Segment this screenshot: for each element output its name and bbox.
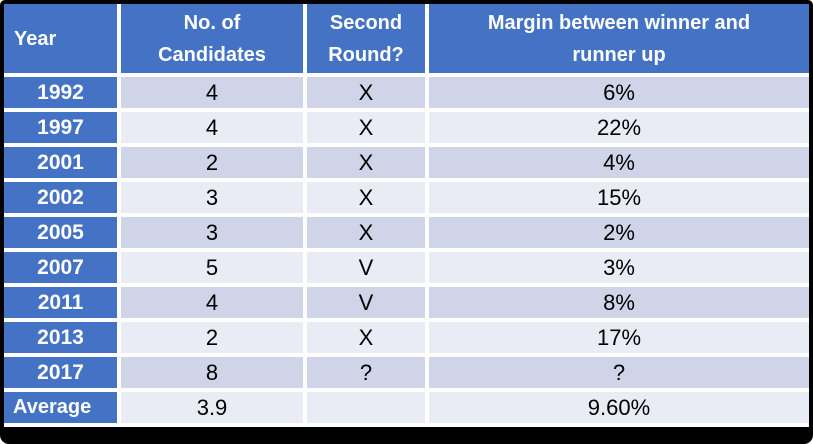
year-cell: 2005 xyxy=(4,217,121,252)
margin-cell: 15% xyxy=(429,182,809,217)
second-round-cell: X xyxy=(307,322,429,357)
second-round-cell: V xyxy=(307,252,429,287)
year-cell: 1997 xyxy=(4,112,121,147)
year-cell: 2001 xyxy=(4,147,121,182)
candidates-cell: 4 xyxy=(121,287,307,322)
candidates-cell: 4 xyxy=(121,112,307,147)
candidates-cell: 4 xyxy=(121,77,307,112)
header-row: Year No. of Candidates Second Round? Mar… xyxy=(4,4,809,77)
year-cell: 2017 xyxy=(4,357,121,392)
margin-cell: 6% xyxy=(429,77,809,112)
table-row: 2013 2 X 17% xyxy=(4,322,809,357)
margin-cell: ? xyxy=(429,357,809,392)
table-row: 2005 3 X 2% xyxy=(4,217,809,252)
year-cell: 2007 xyxy=(4,252,121,287)
table-row: 2001 2 X 4% xyxy=(4,147,809,182)
column-header-candidates: No. of Candidates xyxy=(121,4,307,77)
year-cell: 1992 xyxy=(4,77,121,112)
average-margin-cell: 9.60% xyxy=(429,392,809,427)
second-round-cell: ? xyxy=(307,357,429,392)
average-second-round-cell xyxy=(307,392,429,427)
year-cell: 2002 xyxy=(4,182,121,217)
candidates-cell: 3 xyxy=(121,182,307,217)
election-results-table: Year No. of Candidates Second Round? Mar… xyxy=(4,4,809,427)
margin-cell: 17% xyxy=(429,322,809,357)
second-round-cell: V xyxy=(307,287,429,322)
table-row: 1992 4 X 6% xyxy=(4,77,809,112)
candidates-cell: 2 xyxy=(121,147,307,182)
second-round-cell: X xyxy=(307,217,429,252)
year-cell: 2013 xyxy=(4,322,121,357)
second-round-cell: X xyxy=(307,77,429,112)
second-round-cell: X xyxy=(307,147,429,182)
average-label-cell: Average xyxy=(4,392,121,427)
table-background: Year No. of Candidates Second Round? Mar… xyxy=(4,4,809,427)
column-header-second-round: Second Round? xyxy=(307,4,429,77)
average-candidates-cell: 3.9 xyxy=(121,392,307,427)
margin-cell: 2% xyxy=(429,217,809,252)
candidates-cell: 8 xyxy=(121,357,307,392)
margin-cell: 8% xyxy=(429,287,809,322)
table-row: 1997 4 X 22% xyxy=(4,112,809,147)
average-row: Average 3.9 9.60% xyxy=(4,392,809,427)
candidates-cell: 2 xyxy=(121,322,307,357)
candidates-cell: 3 xyxy=(121,217,307,252)
margin-cell: 3% xyxy=(429,252,809,287)
year-cell: 2011 xyxy=(4,287,121,322)
candidates-cell: 5 xyxy=(121,252,307,287)
margin-cell: 4% xyxy=(429,147,809,182)
second-round-cell: X xyxy=(307,112,429,147)
table-row: 2007 5 V 3% xyxy=(4,252,809,287)
table-row: 2011 4 V 8% xyxy=(4,287,809,322)
second-round-cell: X xyxy=(307,182,429,217)
column-header-year: Year xyxy=(4,4,121,77)
column-header-margin: Margin between winner and runner up xyxy=(429,4,809,77)
table-row: 2002 3 X 15% xyxy=(4,182,809,217)
table-row: 2017 8?? xyxy=(4,357,809,392)
margin-cell: 22% xyxy=(429,112,809,147)
